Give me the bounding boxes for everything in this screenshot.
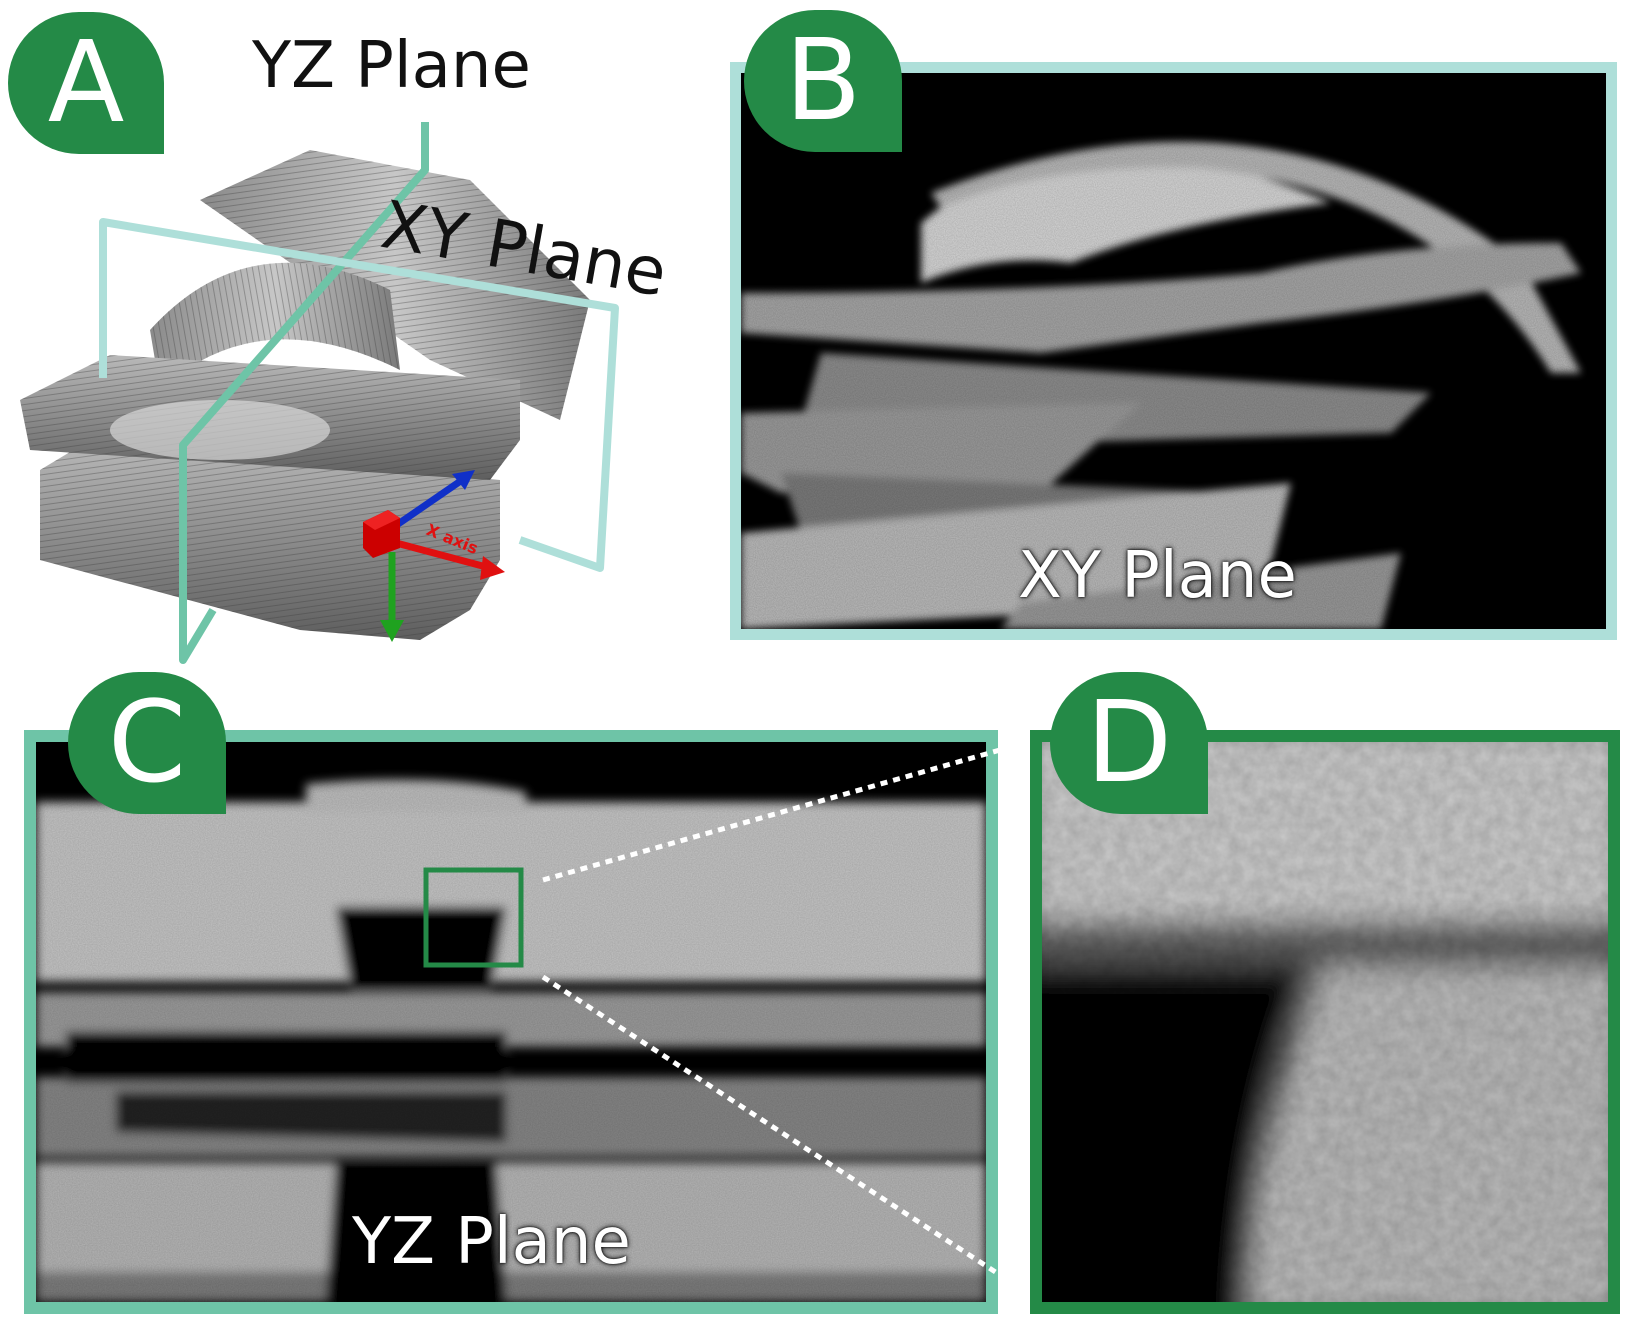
panel-a-badge: A: [8, 12, 164, 154]
panel-d-badge: D: [1050, 672, 1208, 814]
volume-back-slab: [200, 150, 590, 420]
volume-lens: [150, 262, 400, 390]
volume-middle-slab: [20, 355, 520, 480]
panel-d-zoom-detail: [1030, 730, 1620, 1314]
axis-gizmo: [363, 470, 505, 642]
panel-b-badge: B: [744, 10, 902, 152]
volume-rendering-3d: [20, 122, 619, 664]
panel-c-yz-label: YZ Plane: [352, 1205, 631, 1279]
panel-b-xy-slice: [730, 62, 1617, 640]
zoom-region-box: [423, 867, 524, 968]
xy-plane-outline: [99, 218, 619, 572]
yz-plane-outline: [179, 122, 429, 664]
volume-lower-slab: [40, 440, 500, 640]
panel-c-badge: C: [68, 672, 226, 814]
panel-b-xy-label: XY Plane: [1018, 539, 1297, 613]
panel-a-yz-label: YZ Plane: [252, 29, 531, 103]
